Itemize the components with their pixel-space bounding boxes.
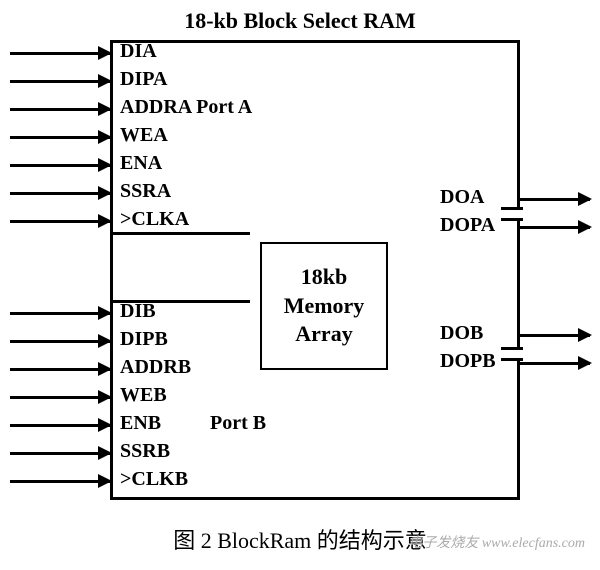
arrow-wea [10,136,110,139]
arrow-dipa [10,80,110,83]
port-b-label: Port B [210,412,266,435]
memory-array-box: 18kb Memory Array [260,242,388,370]
arrow-ena [10,164,110,167]
notch-doa [501,207,523,221]
arrow-addrb [10,368,110,371]
arrow-clkb [10,480,110,483]
label-dib: DIB [120,300,156,323]
label-clka: >CLKA [120,208,189,231]
arrow-ssra [10,192,110,195]
label-ena: ENA [120,152,162,175]
memory-line1: 18kb [301,263,347,292]
label-dia: DIA [120,40,157,63]
port-a-divider [110,232,250,235]
memory-line3: Array [295,320,352,349]
arrow-addra [10,108,110,111]
diagram-title: 18-kb Block Select RAM [0,8,600,34]
label-dipa: DIPA [120,68,167,91]
label-dob: DOB [440,322,483,345]
arrow-doa [520,198,590,201]
arrow-dopa [520,226,590,229]
arrow-web [10,396,110,399]
label-dipb: DIPB [120,328,168,351]
label-enb: ENB [120,412,161,435]
arrow-dipb [10,340,110,343]
arrow-dopb [520,362,590,365]
watermark-text: 电子发烧友 www.elecfans.com [408,532,585,552]
label-addra: ADDRA Port A [120,96,252,119]
label-wea: WEA [120,124,168,147]
arrow-ssrb [10,452,110,455]
label-dopb: DOPB [440,350,496,373]
label-ssrb: SSRB [120,440,170,463]
label-ssra: SSRA [120,180,171,203]
arrow-enb [10,424,110,427]
memory-line2: Memory [284,292,365,321]
arrow-dob [520,334,590,337]
arrow-dia [10,52,110,55]
label-doa: DOA [440,186,484,209]
diagram-root: 18-kb Block Select RAM 18kb Memory Array… [0,0,600,570]
arrow-dib [10,312,110,315]
label-addrb: ADDRB [120,356,191,379]
notch-dob [501,347,523,361]
label-web: WEB [120,384,167,407]
arrow-clka [10,220,110,223]
label-dopa: DOPA [440,214,495,237]
label-clkb: >CLKB [120,468,188,491]
